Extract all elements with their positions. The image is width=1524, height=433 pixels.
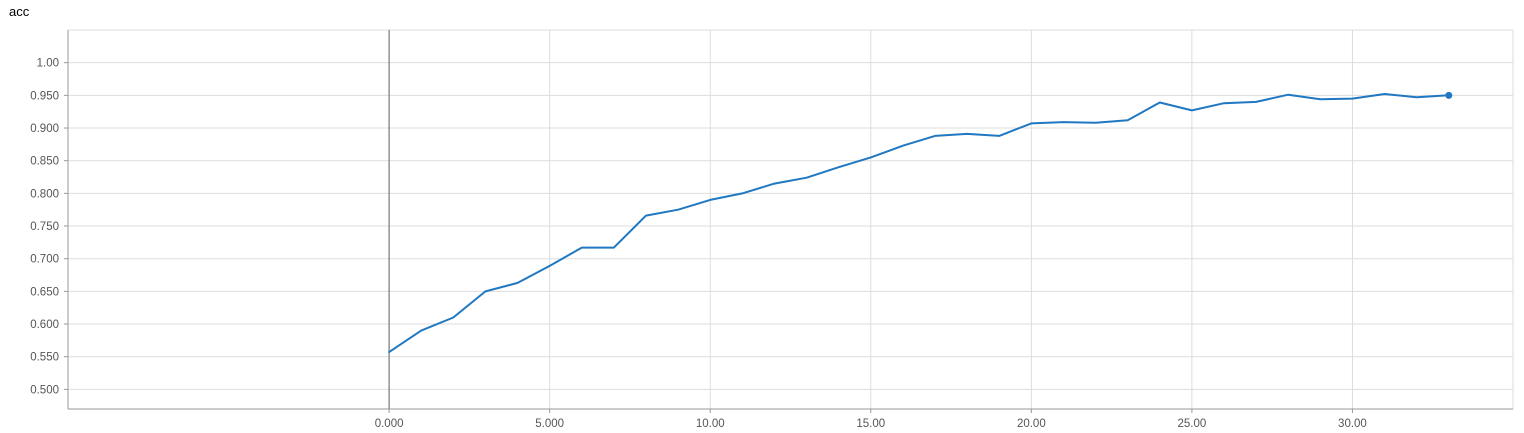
y-tick-label: 0.700 <box>30 254 59 266</box>
y-tick-label: 0.750 <box>30 221 59 233</box>
y-tick-label: 1.00 <box>37 58 59 70</box>
x-tick-label: 0.000 <box>375 418 404 430</box>
y-tick-label: 0.600 <box>30 319 59 331</box>
series-line <box>388 93 1450 354</box>
x-tick-label: 10.00 <box>696 418 725 430</box>
x-tick-label: 25.00 <box>1177 418 1206 430</box>
y-tick-label: 0.650 <box>30 286 59 298</box>
x-tick-label: 15.00 <box>856 418 885 430</box>
x-tick-label: 30.00 <box>1338 418 1367 430</box>
y-tick-label: 0.900 <box>30 123 59 135</box>
y-tick-label: 0.800 <box>30 188 59 200</box>
x-tick-label: 5.000 <box>535 418 564 430</box>
y-tick-label: 0.950 <box>30 90 59 102</box>
y-tick-label: 0.500 <box>30 384 59 396</box>
y-tick-label: 0.850 <box>30 156 59 168</box>
series-last-point[interactable] <box>1445 91 1453 99</box>
x-tick-label: 20.00 <box>1017 418 1046 430</box>
y-tick-label: 0.550 <box>30 352 59 364</box>
chart-title: acc <box>9 4 30 19</box>
